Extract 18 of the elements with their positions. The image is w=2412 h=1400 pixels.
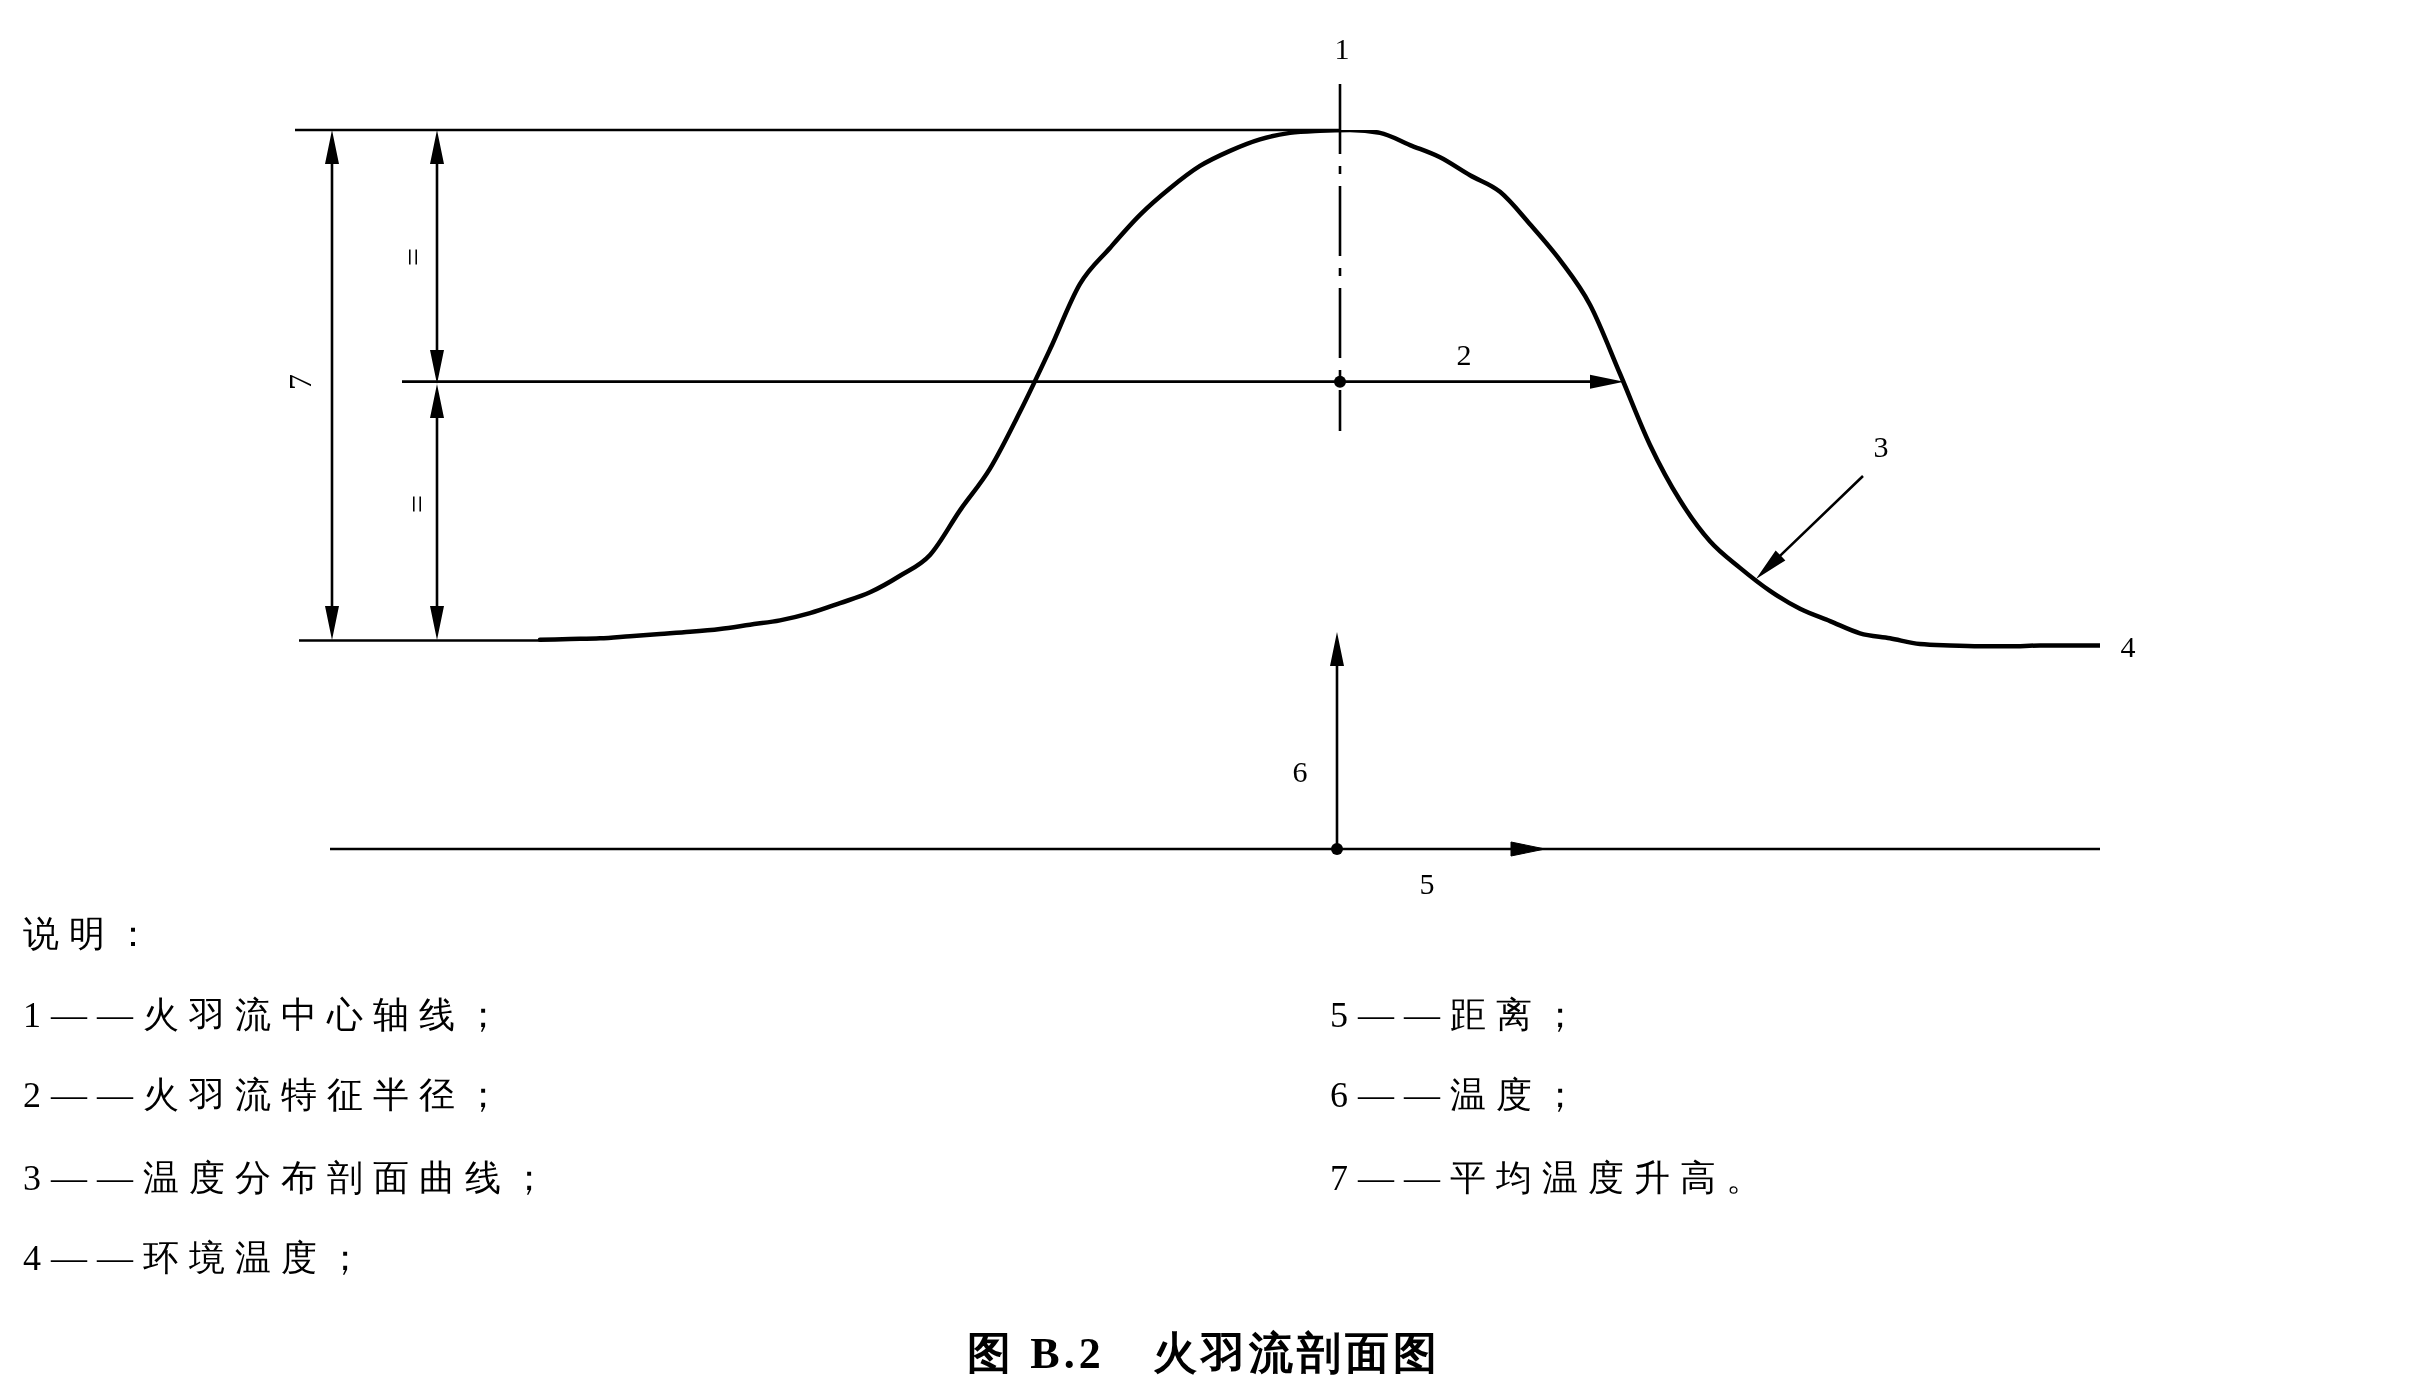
- text: 5: [1419, 866, 1435, 900]
- text: 3——温度分布剖面曲线；: [23, 1158, 557, 1198]
- text: 5——距离；: [1330, 995, 1588, 1035]
- text: 6——温度；: [1330, 1075, 1588, 1115]
- text: 图 B.2 火羽流剖面图: [967, 1328, 1441, 1378]
- text: 1: [1334, 31, 1350, 65]
- text: 4: [2120, 629, 2136, 663]
- text: 4——环境温度；: [23, 1238, 373, 1278]
- annotation: =: [395, 247, 431, 267]
- text: 2——火羽流特征半径；: [23, 1075, 511, 1115]
- text: 说明：: [23, 914, 161, 954]
- annotation: 3: [1873, 429, 1889, 463]
- text: 7: [282, 374, 318, 390]
- text: 1——火羽流中心轴线；: [23, 995, 511, 1035]
- text: 7——平均温度升高。: [1330, 1158, 1772, 1198]
- annotation: =: [399, 494, 435, 514]
- annotation: 6: [1292, 754, 1308, 788]
- annotation: 2: [1456, 337, 1472, 371]
